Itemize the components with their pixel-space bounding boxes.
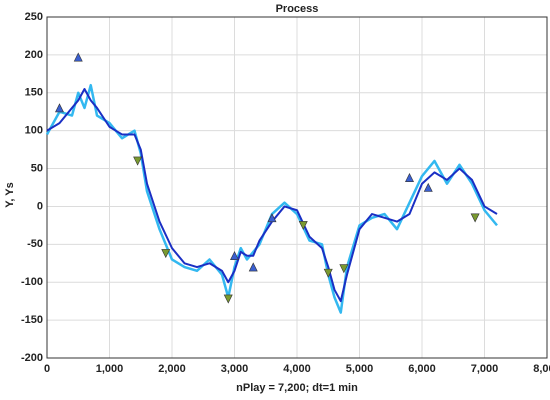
y-tick-label: 150 <box>25 87 43 99</box>
marker <box>339 264 349 274</box>
y-axis-label: Y, Ys <box>4 182 16 208</box>
x-tick-label: 5,000 <box>346 363 374 375</box>
marker <box>405 172 414 182</box>
y-tick-label: 100 <box>25 125 43 137</box>
marker <box>248 262 258 272</box>
marker <box>323 268 333 278</box>
series-line <box>45 83 498 314</box>
series-line <box>46 87 498 303</box>
x-tick-label: 0 <box>44 363 50 375</box>
y-tick-label: 200 <box>25 49 43 61</box>
marker <box>161 249 171 259</box>
marker <box>298 221 308 231</box>
marker <box>73 52 83 62</box>
x-tick-label: 1,000 <box>96 363 124 375</box>
y-tick-label: 0 <box>37 200 43 212</box>
marker <box>423 182 433 192</box>
marker <box>55 103 64 113</box>
plot-frame <box>46 16 548 359</box>
chart-title: Process <box>276 3 319 15</box>
x-tick-label: 7,000 <box>471 363 499 375</box>
marker <box>470 213 480 223</box>
x-tick-label: 2,000 <box>158 363 186 375</box>
y-tick-label: -150 <box>21 314 43 326</box>
x-tick-label: 6,000 <box>408 363 436 375</box>
marker <box>223 294 233 304</box>
x-tick-label: 4,000 <box>283 363 311 375</box>
y-tick-label: -200 <box>21 352 43 364</box>
marker <box>230 251 239 261</box>
marker <box>267 213 277 223</box>
x-axis-label: nPlay = 7,200; dt=1 min <box>236 382 358 394</box>
x-tick-label: 3,000 <box>221 363 249 375</box>
marker <box>133 156 143 166</box>
y-tick-label: 50 <box>31 162 43 174</box>
x-tick-label: 8,000 <box>533 363 550 375</box>
y-tick-label: 250 <box>25 11 43 23</box>
y-tick-label: -50 <box>27 238 43 250</box>
y-tick-label: -100 <box>21 276 43 288</box>
